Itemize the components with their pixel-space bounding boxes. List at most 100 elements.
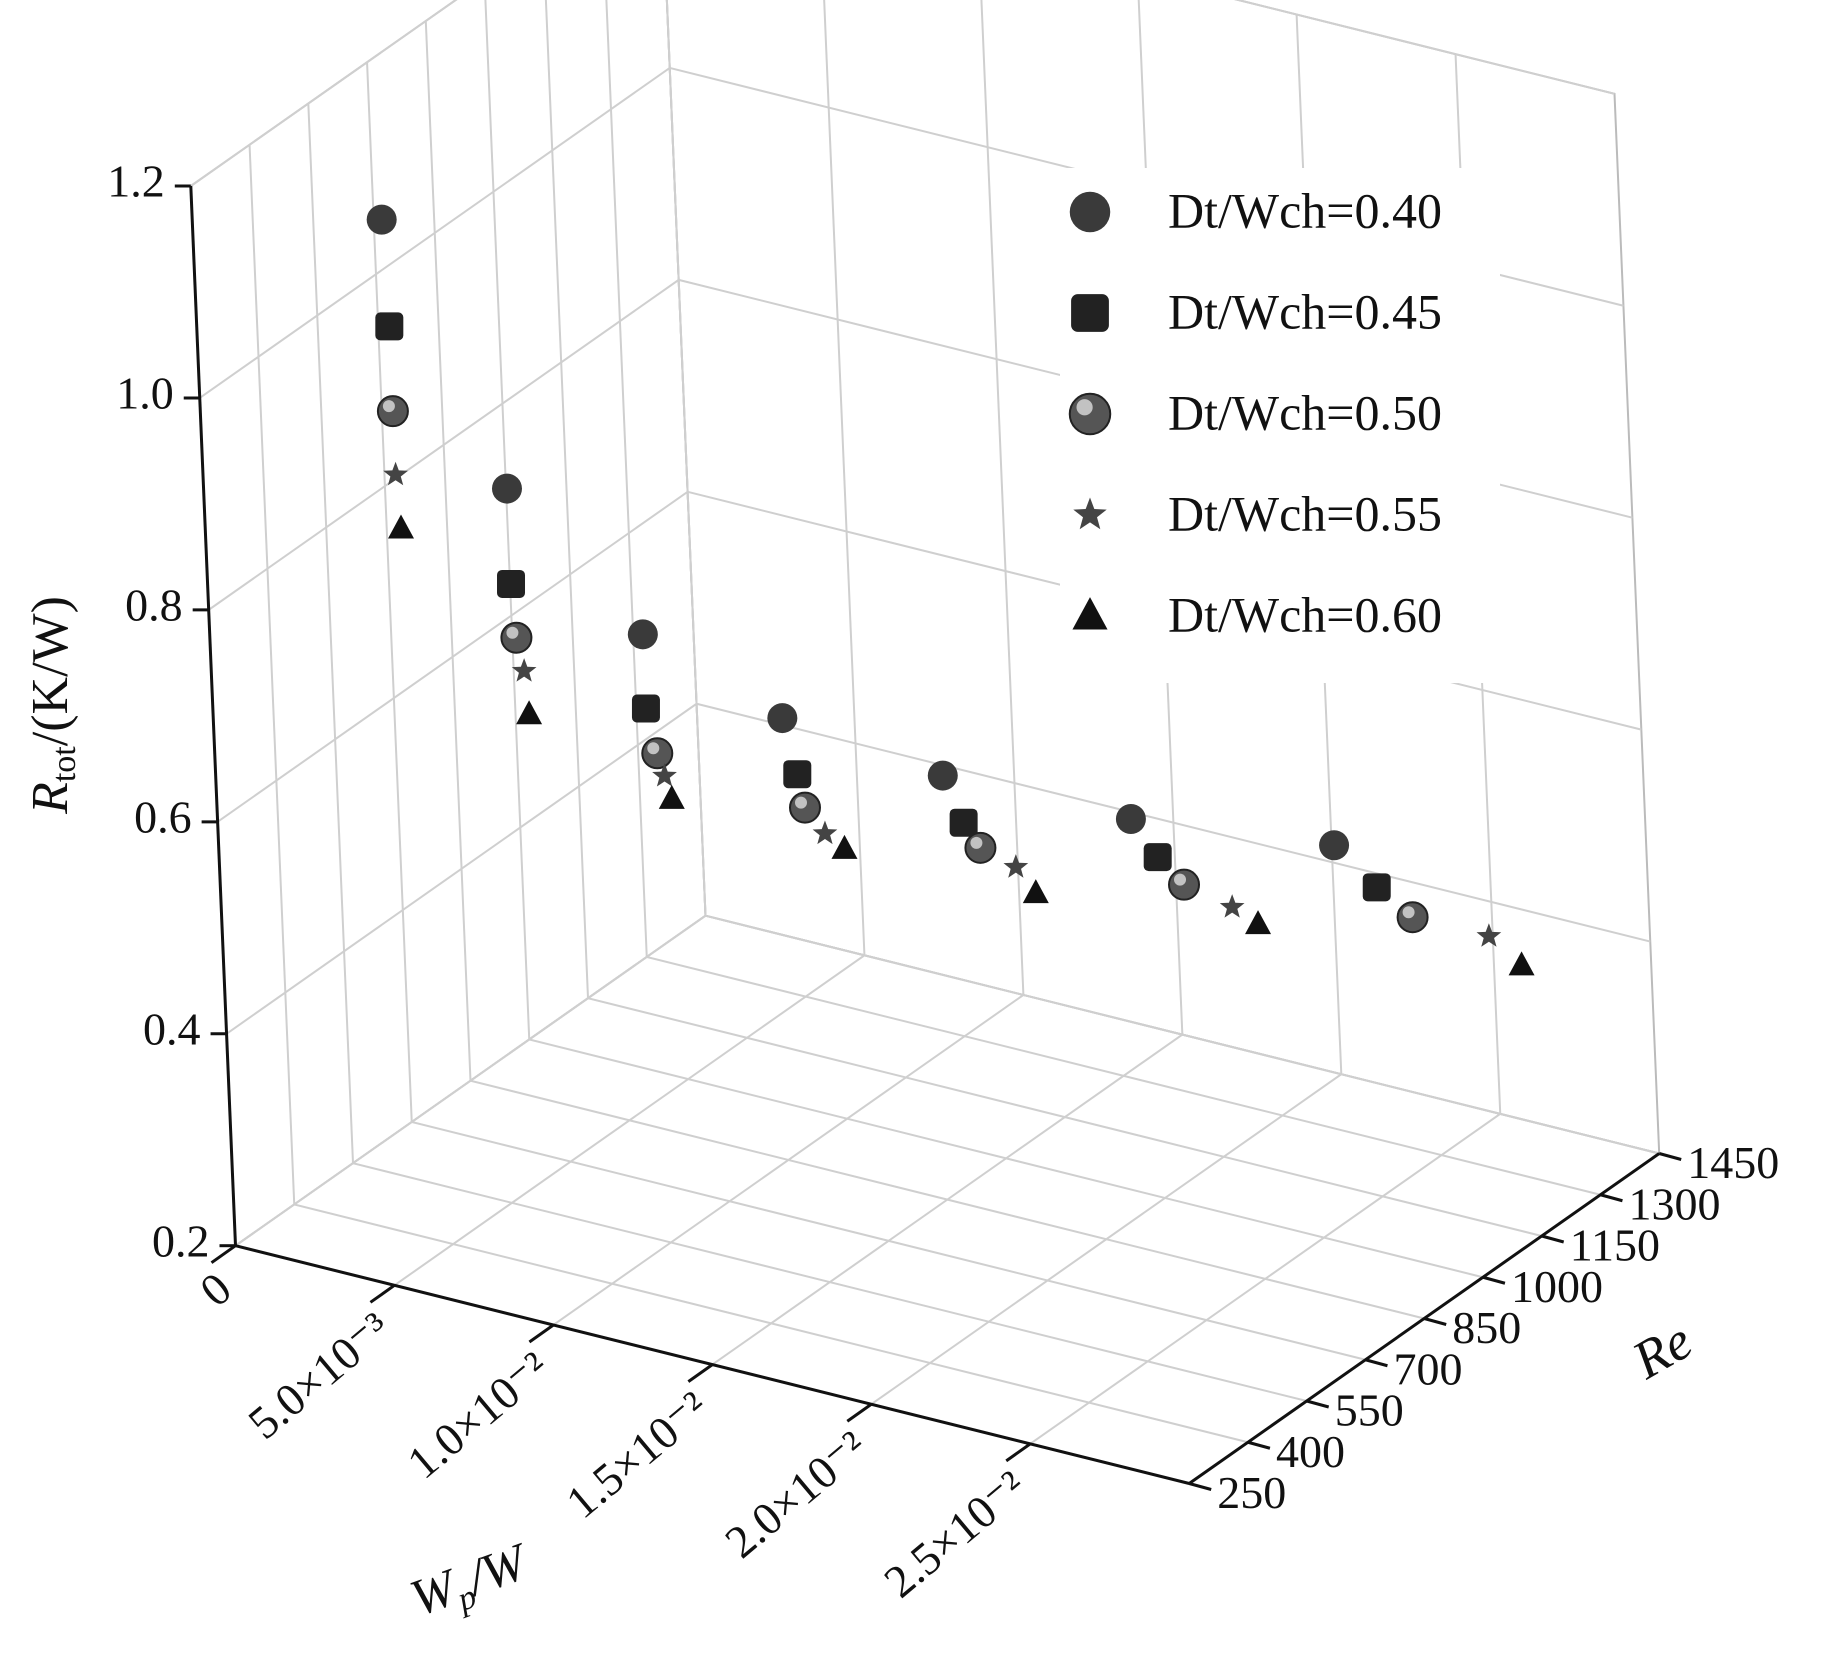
z-tick-label: 0.2: [152, 1215, 210, 1266]
legend-box: [1060, 168, 1500, 683]
x-axis-title: Wp/W: [403, 1532, 540, 1633]
marker: [376, 395, 409, 428]
z-axis-title: Rtot/(K/W): [22, 596, 83, 815]
marker: [383, 461, 408, 486]
marker: [964, 831, 997, 864]
x-tick: [528, 1323, 555, 1344]
marker: [375, 312, 404, 341]
x-tick: [1005, 1442, 1032, 1463]
y-tick-label: 550: [1335, 1385, 1404, 1436]
marker: [1068, 392, 1112, 436]
y-tick: [1306, 1399, 1330, 1409]
y-tick: [1423, 1317, 1447, 1326]
marker: [783, 760, 812, 789]
z-title-rest: /(K/W): [22, 596, 79, 746]
y-tick-label: 1450: [1687, 1137, 1779, 1188]
marker: [1168, 868, 1201, 901]
z-tick-label: 1.0: [116, 368, 174, 419]
x-tick-label: 2.0×10⁻²: [715, 1421, 876, 1568]
marker: [1073, 497, 1107, 530]
y-tick: [1658, 1152, 1682, 1161]
marker: [497, 569, 526, 598]
y-tick-label: 1300: [1628, 1178, 1720, 1229]
marker-highlight: [1174, 873, 1187, 886]
marker: [812, 820, 838, 845]
marker: [788, 791, 821, 824]
marker: [1115, 804, 1146, 835]
marker: [1219, 894, 1245, 918]
marker-highlight: [382, 400, 395, 413]
marker: [387, 514, 414, 539]
marker: [1396, 901, 1429, 934]
y-tick: [1247, 1440, 1271, 1450]
marker: [767, 703, 798, 734]
x-tick-label: 1.5×10⁻²: [556, 1381, 717, 1528]
marker: [631, 694, 660, 723]
z-title-sub: tot: [46, 746, 83, 782]
marker-highlight: [1402, 906, 1415, 919]
x-tick: [846, 1403, 873, 1423]
marker: [1362, 873, 1391, 902]
legend-label: Dt/Wch=0.50: [1168, 384, 1442, 440]
marker-highlight: [970, 836, 983, 849]
marker: [511, 658, 537, 682]
marker: [658, 784, 685, 809]
grid-line: [424, 20, 1425, 1320]
marker-highlight: [647, 742, 660, 755]
marker: [641, 737, 674, 770]
marker: [652, 763, 677, 787]
marker: [1069, 191, 1111, 233]
x-tick: [210, 1244, 237, 1264]
marker-highlight: [1076, 399, 1093, 416]
y-tick-label: 1150: [1570, 1220, 1660, 1271]
y-tick-label: 1000: [1511, 1261, 1603, 1312]
legend: Dt/Wch=0.40 Dt/Wch=0.45 Dt/Wch=0.50 Dt/Wch=…: [1060, 168, 1500, 683]
z-tick-label: 1.2: [107, 156, 165, 207]
y-tick: [1600, 1193, 1623, 1203]
marker: [1143, 843, 1172, 872]
marker: [1508, 951, 1535, 976]
y-axis-title: Re: [1622, 1310, 1702, 1391]
marker: [831, 834, 858, 859]
marker: [1022, 879, 1049, 904]
marker: [516, 700, 543, 725]
z-tick-label: 0.8: [125, 579, 183, 630]
x-tick: [687, 1363, 714, 1383]
grid-line: [665, 0, 1660, 1155]
y-tick-label: 250: [1217, 1467, 1286, 1518]
marker: [366, 204, 397, 235]
x-tick-label: 1.0×10⁻²: [398, 1342, 559, 1489]
marker: [627, 619, 658, 650]
marker: [949, 808, 978, 837]
legend-label: Dt/Wch=0.55: [1168, 485, 1442, 541]
z-title-main: R: [22, 782, 79, 815]
marker: [1245, 910, 1272, 935]
x-tick-label: 5.0×10⁻³: [239, 1302, 400, 1449]
z-axis: [189, 185, 237, 1246]
z-tick-label: 0.6: [134, 791, 192, 842]
y-tick-label: 850: [1452, 1302, 1521, 1353]
marker: [1476, 923, 1502, 947]
y-tick: [1482, 1275, 1506, 1285]
marker: [1072, 597, 1108, 630]
marker-highlight: [794, 796, 807, 809]
z-tick-label: 0.4: [143, 1003, 201, 1054]
marker: [927, 760, 958, 791]
y-tick-label: 700: [1393, 1343, 1462, 1394]
marker: [1319, 830, 1350, 861]
legend-label: Dt/Wch=0.45: [1168, 283, 1442, 339]
grid-line: [248, 144, 1249, 1444]
legend-label: Dt/Wch=0.40: [1168, 182, 1442, 238]
y-tick: [1541, 1234, 1565, 1244]
legend-label: Dt/Wch=0.60: [1168, 586, 1442, 642]
marks: [366, 204, 1535, 976]
marker: [491, 473, 522, 504]
marker: [1003, 854, 1029, 878]
marker: [500, 621, 533, 654]
grid-line: [605, 0, 1601, 1196]
grid-line: [544, 0, 1542, 1237]
y-tick: [1365, 1358, 1388, 1368]
marker: [1071, 294, 1109, 332]
x-axis: [235, 1244, 1190, 1485]
